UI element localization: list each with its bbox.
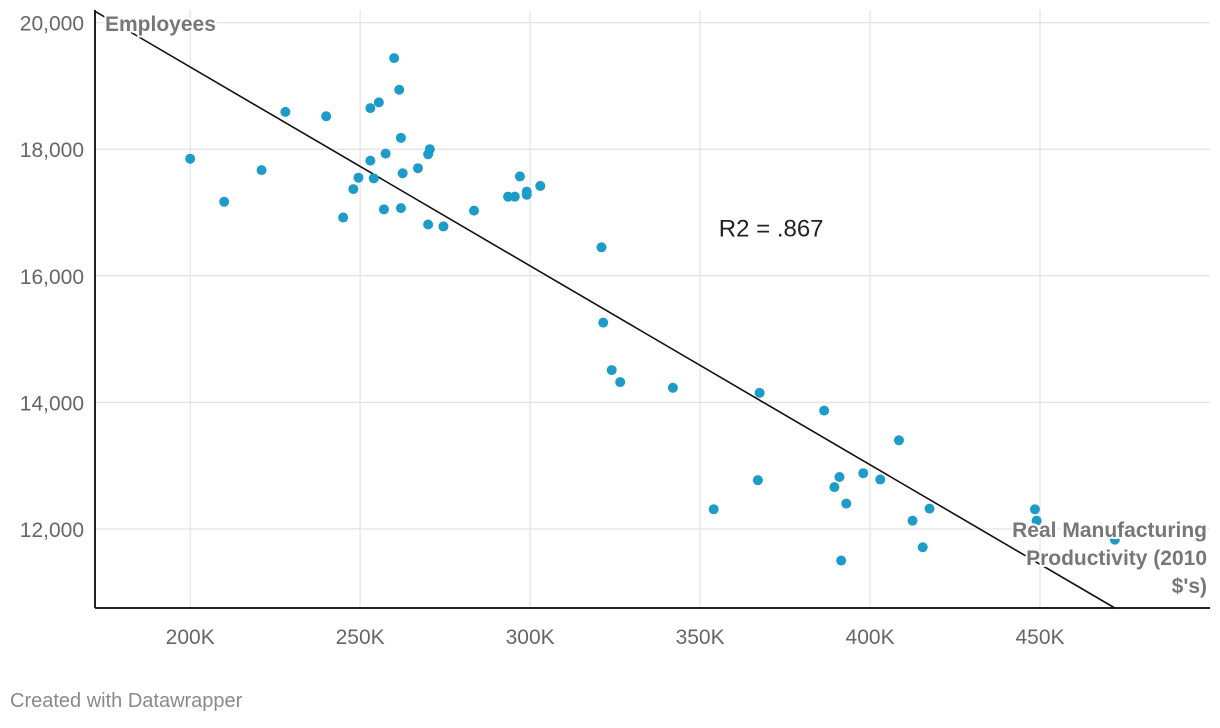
data-point — [368, 173, 379, 184]
x-axis-label: Real Manufacturing Productivity (2010 $'s) — [1012, 519, 1207, 598]
data-point — [365, 155, 376, 166]
data-point — [535, 180, 546, 191]
label-layer: Employees Real Manufacturing Productivity … — [103, 11, 1209, 600]
data-point — [924, 503, 935, 514]
data-point — [348, 184, 359, 195]
data-point — [1109, 534, 1120, 545]
data-point — [514, 171, 525, 182]
data-point — [394, 84, 405, 95]
data-point — [875, 474, 886, 485]
data-point — [858, 468, 869, 479]
data-point — [834, 472, 845, 483]
data-point — [667, 382, 678, 393]
data-point — [321, 111, 332, 122]
y-tick-label: 14,000 — [20, 392, 84, 415]
data-point — [615, 377, 626, 388]
y-axis-label: Employees — [105, 13, 216, 36]
y-tick-label: 12,000 — [20, 519, 84, 542]
data-point — [353, 172, 364, 183]
data-point — [469, 205, 480, 216]
y-tick-label: 18,000 — [20, 139, 84, 162]
data-point — [819, 405, 830, 416]
data-point — [836, 555, 847, 566]
data-point — [893, 435, 904, 446]
x-tick-label: 450K — [1016, 626, 1065, 649]
data-point — [219, 196, 230, 207]
data-point — [509, 191, 520, 202]
data-point — [708, 504, 719, 515]
x-axis-label-line: Productivity (2010 — [1026, 547, 1207, 570]
data-point — [1029, 504, 1040, 515]
data-point — [907, 515, 918, 526]
data-point — [397, 168, 408, 179]
data-point — [438, 221, 449, 232]
data-point — [596, 242, 607, 253]
x-tick-label: 400K — [846, 626, 895, 649]
data-point — [754, 387, 765, 398]
data-point — [752, 475, 763, 486]
axis-layer: 12,000 14,000 16,000 18,000 20,000 200K 250K 30… — [20, 10, 1210, 649]
data-point — [606, 365, 617, 376]
data-point — [185, 153, 196, 164]
footer-credit[interactable]: Created with Datawrapper — [10, 690, 243, 712]
y-tick-label: 16,000 — [20, 266, 84, 289]
data-point — [917, 542, 928, 553]
r2-annotation: R2 = .867 — [719, 216, 824, 243]
grid-layer — [95, 10, 1210, 608]
x-tick-label: 200K — [166, 626, 215, 649]
data-point — [373, 97, 384, 108]
data-point — [365, 103, 376, 114]
data-point — [521, 189, 532, 200]
data-point — [395, 203, 406, 214]
data-point — [395, 132, 406, 143]
x-tick-label: 300K — [506, 626, 555, 649]
scatter-chart: 12,000 14,000 16,000 18,000 20,000 200K 250K 30… — [20, 10, 1210, 649]
y-tick-label: 20,000 — [20, 13, 84, 36]
data-point — [412, 163, 423, 174]
data-point — [598, 317, 609, 328]
data-point — [338, 212, 349, 223]
data-point — [829, 482, 840, 493]
data-point — [424, 144, 435, 155]
x-tick-label: 250K — [336, 626, 385, 649]
data-point — [256, 165, 267, 176]
data-point — [378, 204, 389, 215]
x-tick-label: 350K — [676, 626, 725, 649]
point-layer — [185, 53, 1120, 566]
x-axis-label-line: Real Manufacturing — [1012, 519, 1207, 542]
data-point — [280, 106, 291, 117]
trendline-layer — [94, 10, 1116, 609]
data-point — [389, 53, 400, 64]
data-point — [841, 498, 852, 509]
data-point — [423, 219, 434, 230]
data-point — [380, 148, 391, 159]
data-point — [1031, 515, 1042, 526]
trend-line — [94, 10, 1116, 609]
x-axis-label-line: $'s) — [1172, 575, 1207, 598]
